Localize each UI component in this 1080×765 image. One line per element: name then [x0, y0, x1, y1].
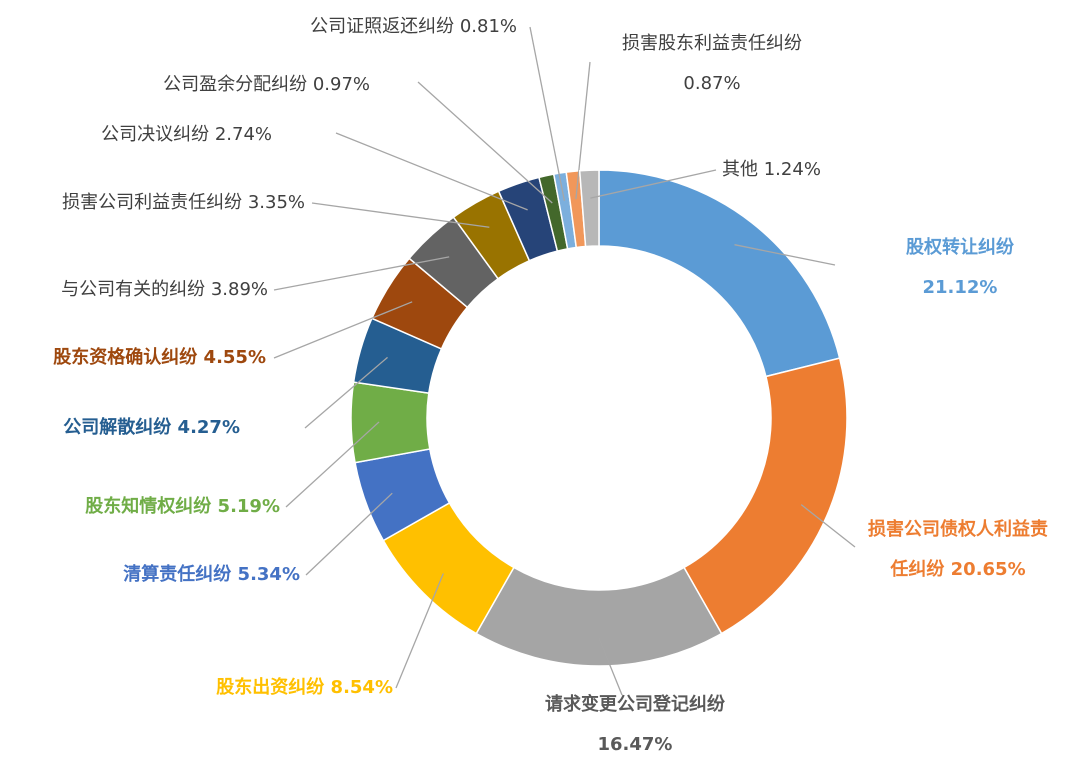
leader-line	[395, 573, 444, 689]
category-label: 公司证照返还纠纷	[310, 16, 455, 37]
value-label: 4.55%	[203, 347, 266, 368]
donut-slice	[578, 169, 600, 248]
category-label: 损害公司债权人利益责任纠纷	[868, 519, 1048, 580]
data-label: 损害公司利益责任纠纷 3.35%	[0, 183, 305, 223]
category-label: 与公司有关的纠纷	[61, 279, 206, 300]
leader-line	[575, 61, 591, 200]
data-label: 股东知情权纠纷 5.19%	[20, 487, 280, 527]
leader-line	[273, 256, 450, 291]
value-label: 0.87%	[683, 73, 741, 94]
donut-slice	[350, 381, 431, 464]
donut-slice	[475, 566, 723, 667]
leader-line	[311, 202, 490, 228]
leader-line	[529, 26, 566, 201]
data-label: 损害公司债权人利益责任纠纷 20.65%	[863, 510, 1053, 590]
data-label: 清算责任纠纷 5.34%	[40, 555, 300, 595]
leader-line	[273, 301, 413, 359]
category-label: 损害股东利益责任纠纷	[622, 33, 802, 54]
leader-line	[305, 492, 393, 576]
category-label: 请求变更公司登记纠纷	[545, 694, 725, 715]
value-label: 0.97%	[312, 74, 370, 95]
value-label: 21.12%	[922, 277, 998, 298]
category-label: 清算责任纠纷	[123, 564, 232, 585]
donut-slice	[683, 357, 848, 635]
category-label: 公司解散纠纷	[63, 417, 172, 438]
data-label: 其他 1.24%	[722, 150, 882, 190]
leader-line	[598, 637, 623, 696]
data-label: 损害股东利益责任纠纷 0.87%	[592, 24, 832, 104]
leader-line	[800, 504, 856, 548]
category-label: 公司决议纠纷	[101, 124, 210, 145]
data-label: 公司解散纠纷 4.27%	[0, 408, 240, 448]
value-label: 2.74%	[214, 124, 272, 145]
value-label: 1.24%	[763, 159, 821, 180]
data-label: 与公司有关的纠纷 3.89%	[0, 270, 268, 310]
category-label: 股东知情权纠纷	[85, 496, 212, 517]
value-label: 8.54%	[330, 677, 393, 698]
data-label: 请求变更公司登记纠纷 16.47%	[520, 685, 750, 765]
category-label: 其他	[722, 159, 758, 180]
data-label: 股权转让纠纷 21.12%	[885, 228, 1035, 308]
category-label: 股权转让纠纷	[906, 237, 1014, 258]
category-label: 公司盈余分配纠纷	[163, 74, 308, 95]
leader-line	[734, 244, 836, 266]
category-label: 损害公司利益责任纠纷	[62, 192, 243, 213]
leader-line	[590, 169, 717, 199]
value-label: 4.27%	[177, 417, 240, 438]
category-label: 股东资格确认纠纷	[53, 347, 198, 368]
leader-line	[285, 421, 380, 508]
value-label: 3.89%	[210, 279, 268, 300]
value-label: 5.19%	[217, 496, 280, 517]
leader-line	[304, 356, 388, 429]
leader-line	[335, 132, 528, 211]
value-label: 3.35%	[247, 192, 305, 213]
value-label: 20.65%	[950, 559, 1026, 580]
value-label: 16.47%	[597, 734, 673, 755]
data-label: 公司决议纠纷 2.74%	[12, 115, 272, 155]
leader-line	[417, 81, 553, 204]
category-label: 股东出资纠纷	[216, 677, 325, 698]
data-label: 公司盈余分配纠纷 0.97%	[70, 65, 370, 105]
data-label: 公司证照返还纠纷 0.81%	[217, 7, 517, 47]
value-label: 0.81%	[459, 16, 517, 37]
value-label: 5.34%	[237, 564, 300, 585]
data-label: 股东出资纠纷 8.54%	[133, 668, 393, 708]
data-label: 股东资格确认纠纷 4.55%	[0, 338, 266, 378]
donut-slice	[598, 169, 841, 378]
